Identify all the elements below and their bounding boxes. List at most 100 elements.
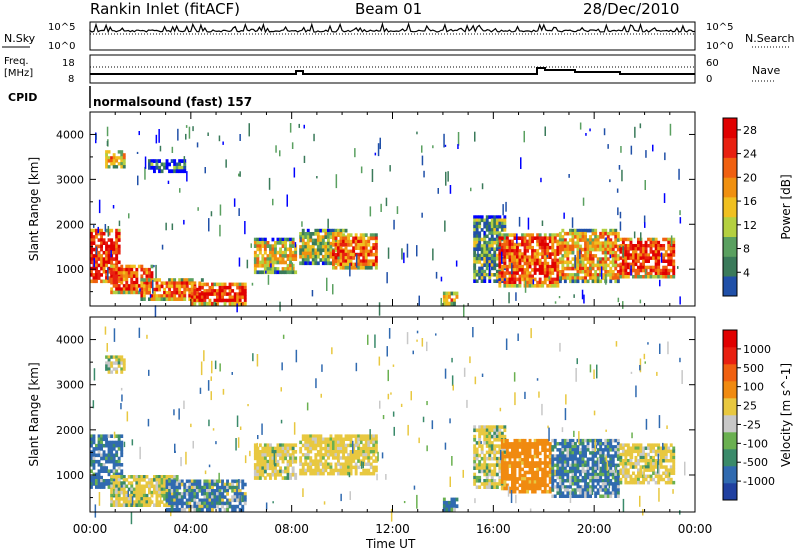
heatmap-cell [155,500,159,504]
heatmap-cell [536,473,540,478]
heatmap-cell [211,482,214,487]
heatmap-cell [485,485,489,489]
heatmap-cell [269,247,272,252]
heatmap-cell [90,250,93,255]
heatmap-cell [372,252,376,257]
heatmap-cell [601,482,605,486]
heatmap-cell [223,289,227,293]
heatmap-speck [477,243,479,257]
heatmap-cell [344,465,348,470]
heatmap-cell [533,258,537,263]
heatmap-cell [359,434,363,438]
heatmap-cell [321,456,325,460]
heatmap-cell [551,482,555,486]
heatmap-cell [193,289,197,293]
heatmap-cell [503,280,507,285]
heatmap-speck [451,375,454,386]
heatmap-cell [367,434,371,438]
heatmap-cell [337,459,340,463]
heatmap-cell [548,464,552,468]
heatmap-cell [90,241,93,245]
heatmap-cell [135,277,139,282]
heatmap-cell [198,501,202,506]
heatmap-cell [145,291,149,295]
heatmap-cell [362,233,366,237]
heatmap-cell [518,461,522,465]
heatmap-cell [538,280,542,285]
heatmap-cell [105,355,108,359]
heatmap-cell [188,291,192,295]
heatmap-cell [332,259,335,264]
heatmap-cell [238,501,242,506]
heatmap-speck [377,143,380,157]
heatmap-cell [513,483,517,488]
heatmap-cell [543,461,547,465]
heatmap-cell [120,463,124,467]
heatmap-cell [637,471,640,475]
heatmap-cell [203,498,207,503]
heatmap-cell [548,442,552,446]
heatmap-cell [556,264,560,269]
heatmap-cell [581,235,585,239]
heatmap-cell [221,282,224,287]
heatmap-cell [483,253,487,258]
heatmap-speck [137,175,139,186]
heatmap-cell [120,453,124,458]
heatmap-cell [546,454,550,459]
heatmap-cell [349,453,353,457]
heatmap-speck [386,272,388,284]
heatmap-cell [546,264,550,269]
heatmap-cell [316,251,320,256]
heatmap-cell [521,252,524,256]
heatmap-cell [125,478,129,482]
heatmap-cell [165,297,169,301]
heatmap-cell [563,466,567,471]
heatmap-cell [140,267,144,272]
heatmap-cell [97,459,101,464]
heatmap-cell [195,479,199,484]
heatmap-cell [528,445,532,449]
heatmap-cell [349,437,353,441]
heatmap-cell [548,467,552,472]
heatmap-cell [347,236,350,241]
heatmap-cell [127,264,131,269]
heatmap-cell [327,251,330,256]
heatmap-speck [138,131,140,136]
heatmap-cell [100,257,103,261]
heatmap-cell [165,284,169,289]
heatmap-cell [480,263,484,267]
heatmap-cell [362,471,366,476]
heatmap-cell [286,450,290,454]
heatmap-cell [281,450,285,454]
heatmap-cell [110,247,114,252]
heatmap-cell [511,280,514,285]
heatmap-cell [95,459,98,464]
heatmap-cell [112,162,116,166]
heatmap-cell [289,459,292,464]
heatmap-cell [180,165,184,170]
heatmap-cell [543,454,547,459]
heatmap-cell [495,269,499,274]
heatmap-cell [523,242,527,247]
heatmap-cell [528,274,532,279]
heatmap-cell [523,268,527,272]
heatmap-cell [352,262,356,267]
heatmap-cell [619,462,623,466]
heatmap-speck [177,128,179,141]
heatmap-cell [110,260,114,265]
heatmap-cell [135,274,139,278]
heatmap-cell [606,463,610,468]
heatmap-cell [548,280,552,285]
heatmap-cell [599,451,603,455]
heatmap-cell [513,258,517,263]
heatmap-cell [624,452,628,457]
heatmap-speck [387,393,390,400]
heatmap-cell [490,215,494,219]
heatmap-cell [190,482,194,487]
heatmap-cell [616,491,620,495]
heatmap-cell [279,247,282,252]
heatmap-cell [218,489,222,493]
heatmap-cell [357,459,361,463]
heatmap-cell [654,262,658,267]
heatmap-cell [150,278,154,282]
